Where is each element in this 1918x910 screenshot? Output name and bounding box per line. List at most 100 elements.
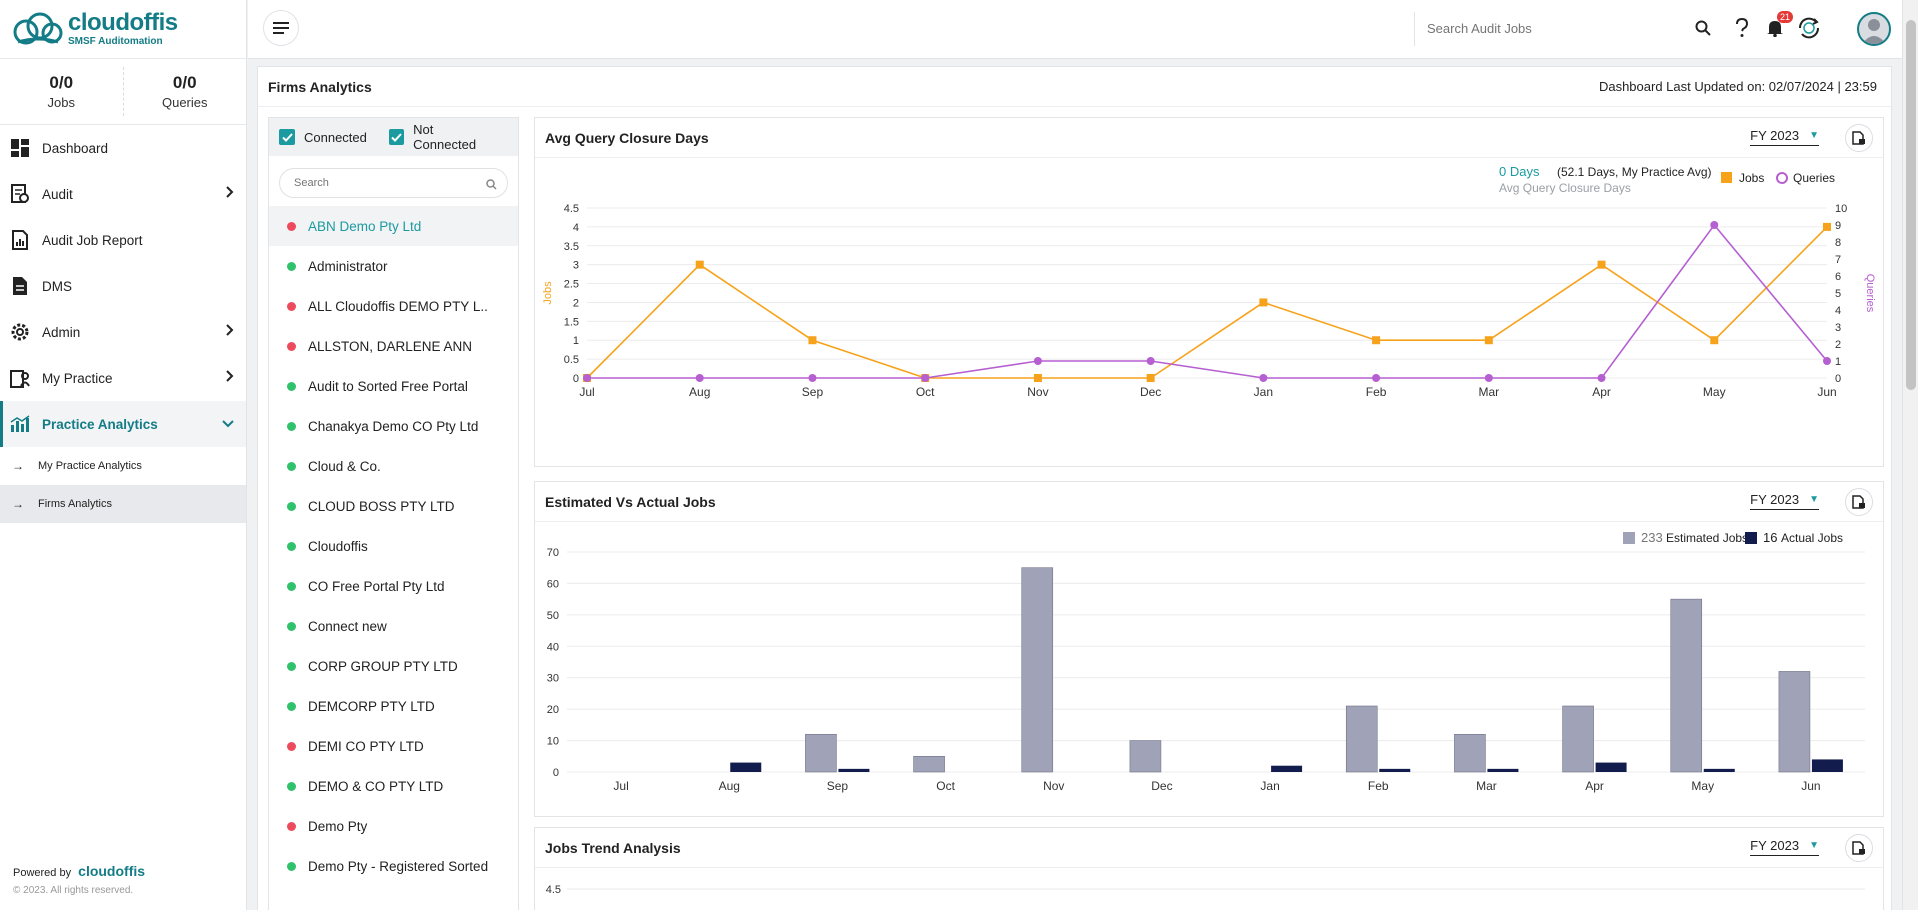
legend-label: Jobs	[1739, 171, 1764, 185]
dashboard-icon	[10, 138, 30, 158]
legend-swatch-jobs	[1721, 172, 1732, 183]
estimated-vs-actual-card: Estimated Vs Actual Jobs FY 2023 ▼ 233 Est…	[534, 481, 1884, 817]
chevron-down-icon: ▼	[1809, 494, 1819, 505]
bar-estimated	[805, 733, 837, 773]
firm-list-item[interactable]: ABN Demo Pty Ltd	[269, 206, 518, 246]
chevron-right-icon	[226, 323, 234, 339]
notification-button[interactable]: 21	[1762, 11, 1793, 41]
x-tick-label: Jan	[1254, 385, 1273, 399]
sidebar-subitem-label: My Practice Analytics	[38, 460, 142, 472]
bar-estimated	[913, 755, 945, 773]
firm-list-item[interactable]: DEMI CO PTY LTD	[269, 726, 518, 766]
legend-total-estimated: 233	[1641, 530, 1663, 545]
sidebar-item-audit-job-report[interactable]: Audit Job Report	[0, 217, 246, 263]
legend-total-actual: 16	[1763, 530, 1777, 545]
firm-search-input[interactable]	[280, 169, 470, 197]
y-axis-label: Jobs	[542, 281, 554, 305]
data-point-queries	[1146, 357, 1155, 365]
firm-list-item[interactable]: CORP GROUP PTY LTD	[269, 646, 518, 686]
firm-list-item[interactable]: DEMO & CO PTY LTD	[269, 766, 518, 806]
sidebar-item-my-practice[interactable]: My Practice	[0, 355, 246, 401]
search-icon[interactable]	[1690, 15, 1716, 41]
filter-not-connected[interactable]: Not Connected	[388, 122, 496, 152]
firm-list-item[interactable]: DEMCORP PTY LTD	[269, 686, 518, 726]
firm-list-item[interactable]: ALLSTON, DARLENE ANN	[269, 326, 518, 366]
page-title: Firms Analytics	[268, 78, 372, 95]
sidebar-subitem-my-practice-analytics[interactable]: → My Practice Analytics	[0, 447, 246, 485]
status-dot	[287, 741, 296, 751]
firm-list-item[interactable]: CLOUD BOSS PTY LTD	[269, 486, 518, 526]
user-avatar[interactable]	[1857, 12, 1891, 46]
bar-actual	[1271, 765, 1303, 772]
brand-tagline: SMSF Auditomation	[68, 36, 163, 47]
brand-name: cloudoffis	[68, 9, 178, 36]
firm-name: Connect new	[308, 618, 387, 634]
y-tick-label: 2	[573, 297, 579, 309]
sync-icon[interactable]	[1796, 15, 1822, 41]
fy-select[interactable]: FY 2023 ▼	[1750, 492, 1819, 510]
page-scrollbar[interactable]	[1902, 0, 1918, 910]
status-dot	[287, 861, 296, 871]
bar-actual	[1487, 768, 1519, 772]
checkbox-checked-icon[interactable]	[388, 129, 405, 145]
bar-actual	[730, 762, 762, 772]
data-point-jobs	[1484, 336, 1493, 345]
firm-list-item[interactable]: CO Free Portal Pty Ltd	[269, 566, 518, 606]
x-tick-label: Nov	[1027, 385, 1048, 399]
checkbox-checked-icon[interactable]	[279, 129, 295, 145]
data-point-jobs	[1372, 336, 1381, 345]
firm-list-item[interactable]: Cloud & Co.	[269, 446, 518, 486]
filter-connected[interactable]: Connected	[279, 129, 367, 145]
sidebar-item-label: My Practice	[42, 370, 113, 386]
search-input[interactable]	[1415, 12, 1605, 45]
firm-name: DEMO & CO PTY LTD	[308, 778, 444, 794]
x-tick-label: Jul	[613, 779, 628, 793]
firm-list-item[interactable]: Chanakya Demo CO Pty Ltd	[269, 406, 518, 446]
queries-count-value: 0/0	[172, 73, 197, 92]
bar-actual	[1379, 768, 1411, 772]
estimated-vs-actual-bar-chart: 233 Estimated Jobs 16 Actual Jobs 0 10 20 30 40 5…	[547, 530, 1865, 793]
firm-list-item[interactable]: Audit to Sorted Free Portal	[269, 366, 518, 406]
firm-name: Administrator	[308, 258, 388, 274]
firm-name: Audit to Sorted Free Portal	[308, 378, 468, 394]
firm-list-item[interactable]: Demo Pty - Registered Sorted	[269, 846, 518, 886]
bar-estimated	[1778, 671, 1811, 773]
panel-header: Firms Analytics Dashboard Last Updated o…	[258, 67, 1891, 107]
menu-toggle-button[interactable]	[263, 10, 299, 46]
sidebar-item-dms[interactable]: DMS	[0, 263, 246, 309]
sidebar-subitem-firms-analytics[interactable]: → Firms Analytics	[0, 485, 246, 523]
firm-list-item[interactable]: ALL Cloudoffis DEMO PTY L..	[269, 286, 518, 326]
document-icon	[10, 276, 30, 296]
sidebar-item-admin[interactable]: Admin	[0, 309, 246, 355]
export-button[interactable]	[1845, 834, 1873, 862]
x-tick-label: Jun	[1801, 779, 1820, 793]
card-header: Estimated Vs Actual Jobs FY 2023 ▼	[535, 482, 1883, 522]
sidebar-item-audit[interactable]: Audit	[0, 171, 246, 217]
jobs-count[interactable]: 0/0 Jobs	[0, 59, 123, 124]
x-tick-label: Feb	[1368, 779, 1389, 793]
brand-logo[interactable]: cloudoffis SMSF Auditomation	[0, 0, 246, 59]
queries-count[interactable]: 0/0 Queries	[122, 67, 247, 116]
firm-list-panel: Connected Not Connected ABN Demo Pty Ltd…	[268, 117, 519, 910]
firm-name: DEMI CO PTY LTD	[308, 738, 424, 754]
y-tick-label: 50	[547, 610, 559, 622]
export-button[interactable]	[1845, 124, 1873, 152]
export-button[interactable]	[1845, 488, 1873, 516]
sidebar-item-dashboard[interactable]: Dashboard	[0, 125, 246, 171]
fy-select[interactable]: FY 2023 ▼	[1750, 128, 1819, 146]
counts-summary: 0/0 Jobs 0/0 Queries	[0, 59, 246, 125]
y-tick-label: 0.5	[564, 354, 579, 366]
sidebar-item-practice-analytics[interactable]: Practice Analytics	[0, 401, 246, 447]
scrollbar-thumb[interactable]	[1906, 20, 1916, 390]
firm-list-item[interactable]: Connect new	[269, 606, 518, 646]
x-tick-label: Sep	[827, 779, 849, 793]
firm-list-item[interactable]: Administrator	[269, 246, 518, 286]
sidebar-item-label: Dashboard	[42, 140, 109, 156]
help-icon[interactable]	[1729, 15, 1755, 41]
firm-list-item[interactable]: Demo Pty	[269, 806, 518, 846]
fy-select[interactable]: FY 2023 ▼	[1750, 838, 1819, 856]
fy-select-value: FY 2023	[1750, 492, 1800, 507]
y-tick-label: 0	[553, 767, 559, 779]
firm-list-item[interactable]: Cloudoffis	[269, 526, 518, 566]
